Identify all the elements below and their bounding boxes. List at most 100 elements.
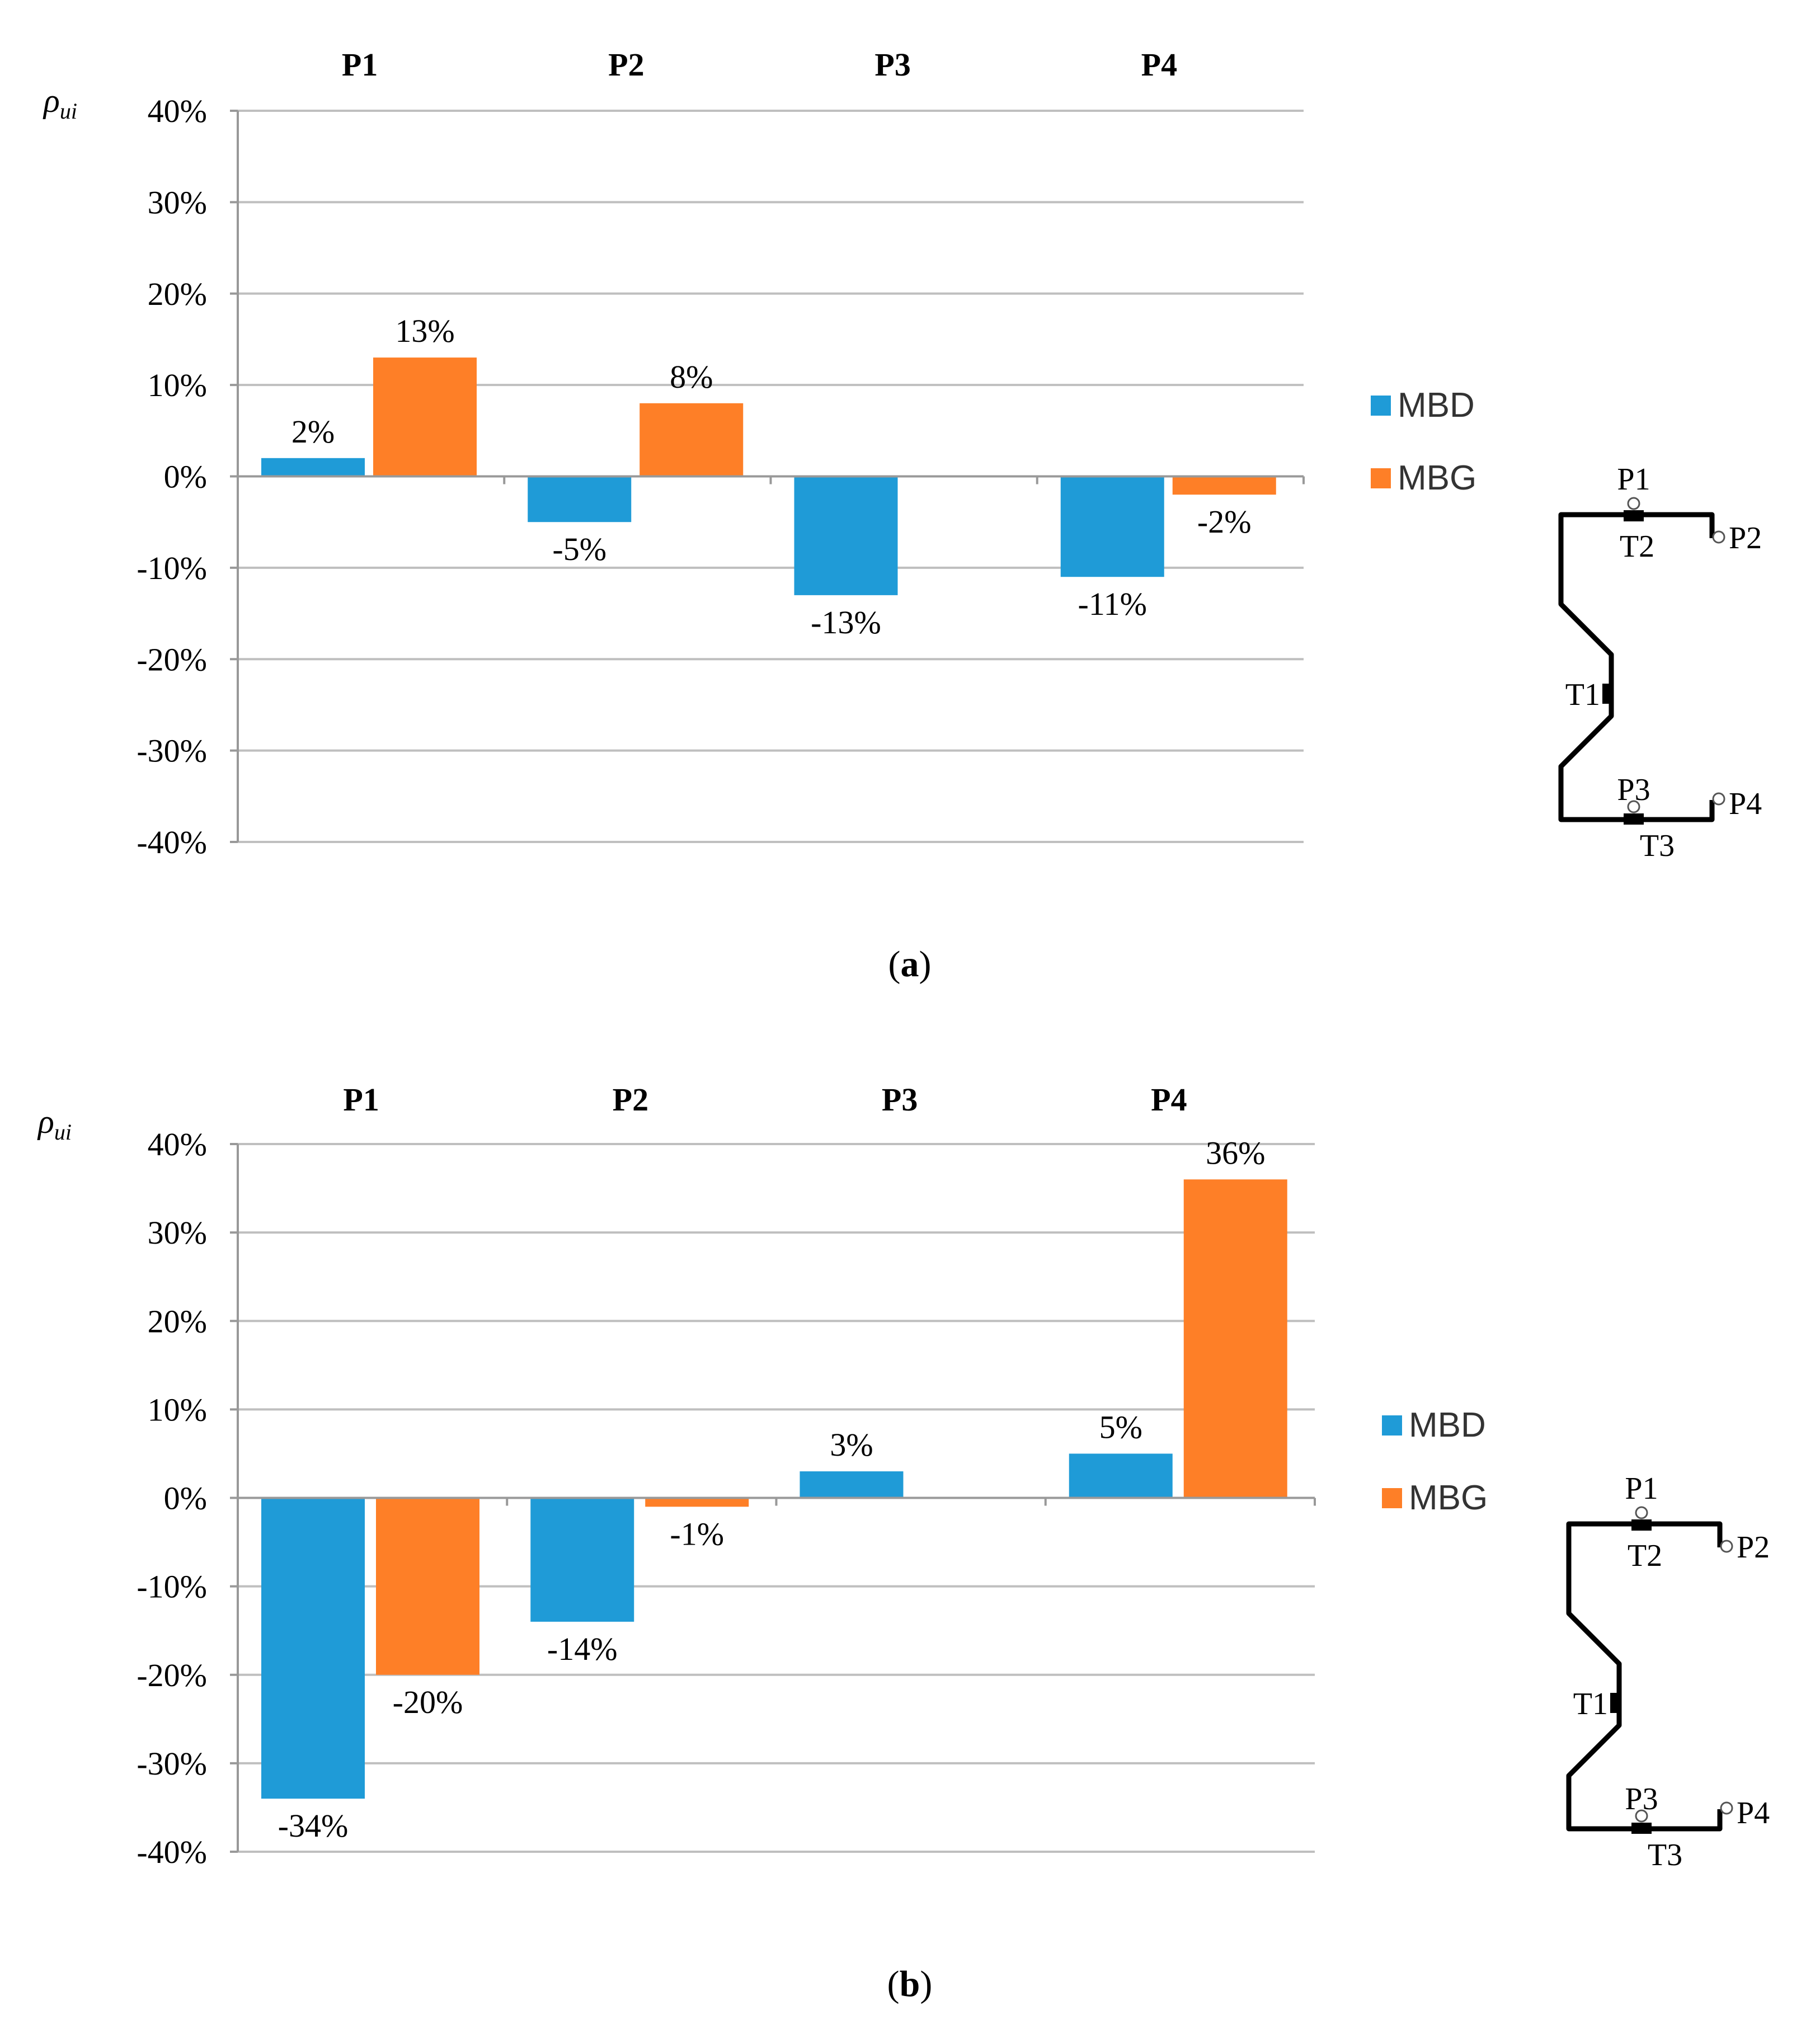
panel-a-y-tick-label: 0% <box>164 459 207 495</box>
panel-b-bar-mbd-p4 <box>1069 1453 1173 1498</box>
panel-b-y-tick-label: 40% <box>148 1126 207 1163</box>
diagram-b-label-p3: P3 <box>1625 1782 1658 1816</box>
diagram-b-p4-point <box>1720 1801 1733 1815</box>
panel-b-bar-mbd-p1 <box>261 1498 365 1799</box>
diagram-b-t3-gauge <box>1631 1823 1652 1834</box>
panel-b-y-tick-label: 10% <box>148 1391 207 1428</box>
panel-a-caption-letter: a <box>901 944 919 985</box>
panel-b-category-label: P2 <box>613 1081 648 1118</box>
panel-a-data-label: -11% <box>1078 586 1147 622</box>
panel-b-legend-label-mbg: MBG <box>1409 1479 1488 1517</box>
diagram-a-label-t3: T3 <box>1640 829 1675 863</box>
panel-a-data-label: 2% <box>291 413 335 450</box>
panel-b-y-tick-label: -30% <box>137 1745 207 1782</box>
diagram-b-web <box>1566 1524 1723 1832</box>
panel-a-y-axis-label: ρui <box>43 82 77 124</box>
diagram-a-label-t2: T2 <box>1620 529 1654 564</box>
panel-a-data-label: 8% <box>670 359 713 395</box>
diagram-a-t2-gauge <box>1624 510 1644 521</box>
panel-a-y-tick-label: -30% <box>137 733 207 769</box>
diagram-a-p1-point <box>1627 497 1640 510</box>
diagram-b-p3-point <box>1635 1809 1648 1823</box>
panel-b-y-axis-label: ρui <box>37 1103 72 1145</box>
panel-b-y-tick-label: -10% <box>137 1569 207 1605</box>
panel-b-legend-swatch-mbd <box>1382 1415 1402 1436</box>
diagram-b-label-t1: T1 <box>1573 1687 1608 1721</box>
panel-b-caption-letter: b <box>900 1964 920 2004</box>
panel-b-y-tick-label: -40% <box>137 1834 207 1870</box>
diagram-b-label-p4: P4 <box>1737 1796 1770 1830</box>
panel-b-bar-mbg-p2 <box>645 1498 749 1507</box>
panel-b-data-label: -14% <box>547 1631 618 1667</box>
panel-a-y-tick-label: 10% <box>148 367 207 403</box>
panel-a-data-label: -13% <box>811 604 881 641</box>
panel-b-category-label: P3 <box>882 1081 918 1118</box>
panel-b-category-label: P1 <box>343 1081 379 1118</box>
panel-a-bar-mbg-p1 <box>373 357 477 477</box>
diagram-b-t2-gauge <box>1631 1519 1652 1531</box>
panel-a-legend-swatch-mbg <box>1371 468 1391 488</box>
panel-a-bar-mbd-p3 <box>794 476 898 595</box>
diagram-b-p1-point <box>1635 1506 1648 1519</box>
panel-b-bar-mbd-p3 <box>800 1471 904 1498</box>
panel-a-bar-mbd-p4 <box>1060 476 1164 577</box>
diagram-b-label-t3: T3 <box>1648 1838 1682 1872</box>
diagram-a-label-p1: P1 <box>1617 462 1650 497</box>
panel-b-bar-mbd-p2 <box>530 1498 634 1622</box>
panel-a-bar-mbg-p4 <box>1172 476 1276 495</box>
panel-a-y-tick-label: -40% <box>137 824 207 860</box>
panel-b-y-tick-label: 0% <box>164 1480 207 1517</box>
diagram-a-label-p3: P3 <box>1617 773 1650 807</box>
panel-b-category-label: P4 <box>1151 1081 1187 1118</box>
panel-b-legend-swatch-mbg <box>1382 1488 1402 1508</box>
panel-a-y-tick-label: -10% <box>137 550 207 586</box>
svg-text:(b): (b) <box>887 1964 933 2004</box>
panel-b-bar-mbg-p4 <box>1183 1179 1287 1498</box>
panel-a-y-tick-label: 30% <box>148 184 207 220</box>
panel-b-data-label: -1% <box>670 1516 724 1552</box>
panel-a-legend-label-mbd: MBD <box>1398 386 1475 425</box>
panel-a-data-label: -2% <box>1197 503 1252 540</box>
diagram-a-p3-point <box>1627 800 1640 813</box>
diagram-a-t1-gauge <box>1602 684 1614 704</box>
panel-a-legend-swatch-mbd <box>1371 396 1391 416</box>
diagram-b-label-p2: P2 <box>1737 1530 1770 1565</box>
panel-b-legend-label-mbd: MBD <box>1409 1406 1486 1444</box>
panel-b-data-label: 5% <box>1099 1409 1142 1445</box>
panel-a-bar-mbd-p1 <box>261 458 365 477</box>
diagram-a-label-p2: P2 <box>1729 521 1762 556</box>
panel-b-y-tick-label: 30% <box>148 1215 207 1251</box>
panel-a-caption: (a) <box>888 944 932 985</box>
diagram-a-p2-point <box>1712 530 1725 544</box>
diagram-b-t1-gauge <box>1610 1693 1621 1713</box>
diagram-a-p4-point <box>1712 792 1725 806</box>
panel-a-bar-mbd-p2 <box>528 476 632 523</box>
panel-b-data-label: -20% <box>393 1684 463 1720</box>
diagram-b-label-p1: P1 <box>1625 1471 1658 1506</box>
panel-a-y-tick-label: 40% <box>148 93 207 129</box>
diagram-b-label-t2: T2 <box>1628 1538 1662 1573</box>
svg-text:(a): (a) <box>888 944 932 985</box>
panel-b-y-tick-label: 20% <box>148 1303 207 1339</box>
panel-a-category-label: P1 <box>342 46 378 83</box>
diagram-a-label-p4: P4 <box>1729 787 1762 821</box>
panel-b-bar-mbg-p1 <box>376 1498 479 1675</box>
panel-b-data-label: 3% <box>830 1427 873 1463</box>
section-diagram-b: P1 P2 T2 T1 P3 P4 T3 <box>1566 1471 1770 1872</box>
panel-a-y-tick-label: -20% <box>137 641 207 677</box>
panel-a-data-label: 13% <box>395 313 454 349</box>
diagram-b-p2-point <box>1720 1540 1733 1553</box>
chart-panel-b: ρui 40% 30% 20% 10% 0% -10% -20% -30% -40% P1 P2 P3 P… <box>37 1081 1488 1870</box>
panel-a-y-tick-label: 20% <box>148 276 207 312</box>
panel-a-category-label: P2 <box>608 46 644 83</box>
panel-b-caption: (b) <box>887 1964 933 2004</box>
panel-a-data-label: -5% <box>552 531 606 567</box>
panel-a-category-label: P4 <box>1141 46 1177 83</box>
panel-a-category-label: P3 <box>874 46 910 83</box>
panel-b-y-tick-label: -20% <box>137 1657 207 1693</box>
panel-b-data-label: 36% <box>1206 1135 1265 1171</box>
diagram-a-label-t1: T1 <box>1565 677 1600 712</box>
diagram-a-t3-gauge <box>1624 813 1644 825</box>
panel-b-data-label: -34% <box>278 1808 349 1844</box>
